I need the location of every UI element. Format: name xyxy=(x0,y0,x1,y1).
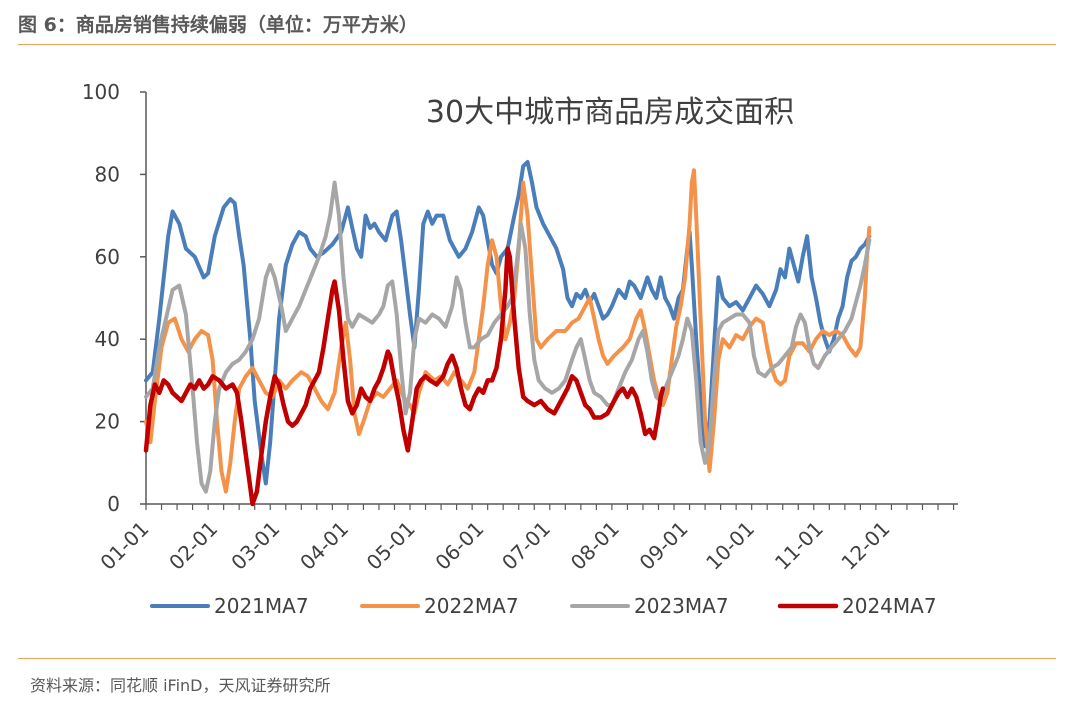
x-tick-label: 02-01 xyxy=(164,517,222,575)
footer-divider xyxy=(18,658,1056,659)
x-tick-label: 09-01 xyxy=(635,517,693,575)
source-note: 资料来源：同花顺 iFinD，天风证券研究所 xyxy=(30,676,331,695)
y-tick-label: 80 xyxy=(95,162,120,186)
x-tick-label: 01-01 xyxy=(95,517,153,575)
x-tick-label: 04-01 xyxy=(295,517,353,575)
y-tick-label: 0 xyxy=(107,492,120,516)
series-layer xyxy=(143,160,872,507)
x-tick-label: 03-01 xyxy=(226,517,284,575)
figure-title: 图 6：商品房销售持续偏弱（单位：万平方米） xyxy=(18,14,418,36)
x-tick-label: 05-01 xyxy=(362,517,420,575)
x-tick-label: 11-01 xyxy=(770,517,828,575)
legend-label: 2021MA7 xyxy=(214,594,309,618)
y-tick-label: 40 xyxy=(95,327,120,351)
series-line-2024MA7 xyxy=(143,246,666,507)
series-line-2023MA7 xyxy=(144,180,872,494)
series-line-2021MA7 xyxy=(144,160,872,486)
x-tick-label: 10-01 xyxy=(701,517,759,575)
legend-label: 2024MA7 xyxy=(842,594,937,618)
x-tick-label: 08-01 xyxy=(566,517,624,575)
legend-label: 2023MA7 xyxy=(634,594,729,618)
legend: 2021MA7 2022MA7 2023MA7 2024MA7 xyxy=(150,594,937,618)
chart-title: 30大中城市商品房成交面积 xyxy=(426,95,794,130)
y-tick-label: 60 xyxy=(95,245,120,269)
legend-label: 2022MA7 xyxy=(424,594,519,618)
axes: 0 20 40 60 80 100 01-01 02-01 03-01 04-01 05-01 06-… xyxy=(82,80,958,575)
line-chart: 30大中城市商品房成交面积 0 20 40 60 80 100 01-01 02-01 03-0… xyxy=(82,80,958,618)
header-divider xyxy=(18,44,1056,45)
y-tick-label: 100 xyxy=(82,80,120,104)
x-tick-label: 06-01 xyxy=(430,517,488,575)
x-tick-label: 07-01 xyxy=(497,517,555,575)
x-tick-label: 12-01 xyxy=(836,517,894,575)
y-tick-label: 20 xyxy=(95,410,120,434)
